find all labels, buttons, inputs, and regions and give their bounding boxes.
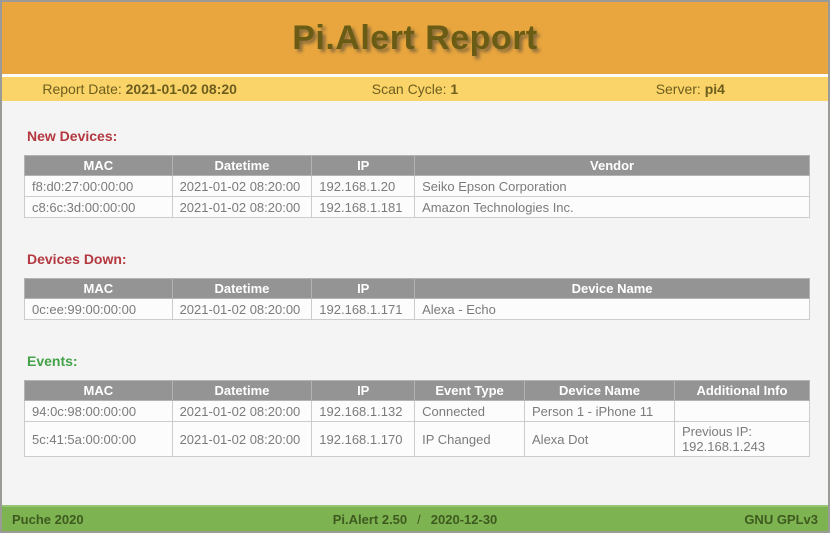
report-date-label: Report Date: [42, 81, 126, 97]
table-cell: c8:6c:3d:00:00:00 [24, 196, 173, 218]
column-header: IP [311, 155, 416, 176]
section-heading-events: Events: [27, 353, 78, 369]
table-header-row: MAC Datetime IP Device Name [24, 278, 810, 299]
table-cell: 192.168.1.171 [311, 298, 416, 320]
report-meta-bar: Report Date: 2021-01-02 08:20 Scan Cycle… [2, 77, 828, 101]
server: Server: pi4 [553, 81, 828, 97]
table-cell: 2021-01-02 08:20:00 [171, 400, 313, 422]
table-cell: IP Changed [414, 421, 526, 457]
column-header: Device Name [414, 278, 810, 299]
table-row: c8:6c:3d:00:00:00 2021-01-02 08:20:00 192.… [24, 196, 810, 218]
scan-cycle-label: Scan Cycle: [371, 81, 451, 97]
section-table: MAC Datetime IP Event Type Device Name Additi… [24, 380, 811, 457]
column-header: Additional Info [673, 380, 811, 401]
column-header: Datetime [171, 155, 313, 176]
table-header-row: MAC Datetime IP Vendor [24, 155, 810, 176]
section-heading-devices-down: Devices Down: [27, 251, 127, 267]
scan-cycle-value: 1 [450, 81, 459, 97]
table-row: f8:d0:27:00:00:00 2021-01-02 08:20:00 192.… [24, 175, 810, 197]
column-header: MAC [24, 155, 173, 176]
table-cell: 2021-01-02 08:20:00 [171, 421, 313, 457]
table-cell: Person 1 - iPhone 11 [524, 400, 675, 422]
footer-release-date: 2020-12-30 [430, 511, 498, 527]
column-header: Device Name [524, 380, 675, 401]
table-cell: 2021-01-02 08:20:00 [171, 298, 313, 320]
table-row: 5c:41:5a:00:00:00 2021-01-02 08:20:00 192.… [24, 421, 811, 457]
table-cell: 0c:ee:99:00:00:00 [24, 298, 173, 320]
table-cell: 192.168.1.170 [311, 421, 416, 457]
column-header: MAC [24, 278, 173, 299]
table-cell: 5c:41:5a:00:00:00 [24, 421, 173, 457]
table-cell: 192.168.1.20 [311, 175, 416, 197]
header-separator [2, 74, 828, 77]
table-cell: Alexa - Echo [414, 298, 810, 320]
report-date: Report Date: 2021-01-02 08:20 [2, 81, 277, 97]
report-header: Pi.Alert Report [2, 2, 828, 74]
column-header: Datetime [171, 278, 313, 299]
column-header: Vendor [414, 155, 810, 176]
table-cell [673, 400, 811, 422]
report-footer: Puche 2020 Pi.Alert 2.50 / 2020-12-30 GNU … [2, 505, 828, 531]
report-content: New Devices: MAC Datetime IP Vendor f8:d0:2… [2, 101, 828, 505]
table-header-row: MAC Datetime IP Event Type Device Name Additi… [24, 380, 811, 401]
footer-separator: / [417, 511, 421, 527]
section-new-devices: New Devices: MAC Datetime IP Vendor f8:d0:2… [2, 128, 828, 218]
table-cell: 2021-01-02 08:20:00 [171, 196, 313, 218]
column-header: IP [311, 278, 416, 299]
footer-author: Puche 2020 [12, 511, 84, 527]
table-row: 0c:ee:99:00:00:00 2021-01-02 08:20:00 192.… [24, 298, 810, 320]
table-cell: Connected [414, 400, 526, 422]
table-cell: Alexa Dot [524, 421, 675, 457]
report-date-value: 2021-01-02 08:20 [125, 81, 237, 97]
column-header: IP [311, 380, 416, 401]
table-row: 94:0c:98:00:00:00 2021-01-02 08:20:00 192.… [24, 400, 811, 422]
column-header: MAC [24, 380, 173, 401]
footer-version-info: Pi.Alert 2.50 / 2020-12-30 [214, 512, 617, 527]
section-devices-down: Devices Down: MAC Datetime IP Device Name 0… [2, 251, 828, 320]
scan-cycle: Scan Cycle: 1 [277, 81, 552, 97]
table-cell: Amazon Technologies Inc. [414, 196, 810, 218]
server-value: pi4 [704, 81, 725, 97]
section-heading-new-devices: New Devices: [27, 128, 118, 144]
footer-license: GNU GPLv3 [744, 511, 818, 527]
column-header: Event Type [414, 380, 526, 401]
table-cell: 94:0c:98:00:00:00 [24, 400, 173, 422]
footer-app-version: Pi.Alert 2.50 [332, 511, 408, 527]
column-header: Datetime [171, 380, 313, 401]
section-events: Events: MAC Datetime IP Event Type Device Na… [2, 353, 828, 457]
server-label: Server: [655, 81, 705, 97]
table-cell: Seiko Epson Corporation [414, 175, 810, 197]
table-cell: 2021-01-02 08:20:00 [171, 175, 313, 197]
table-cell: f8:d0:27:00:00:00 [24, 175, 173, 197]
page-title: Pi.Alert Report [292, 18, 538, 57]
table-cell: 192.168.1.132 [311, 400, 416, 422]
section-table: MAC Datetime IP Device Name 0c:ee:99:00:00:… [24, 278, 810, 320]
table-cell: 192.168.1.181 [311, 196, 416, 218]
section-table: MAC Datetime IP Vendor f8:d0:27:00:00:00 202… [24, 155, 810, 218]
table-cell: Previous IP: 192.168.1.243 [673, 421, 811, 457]
